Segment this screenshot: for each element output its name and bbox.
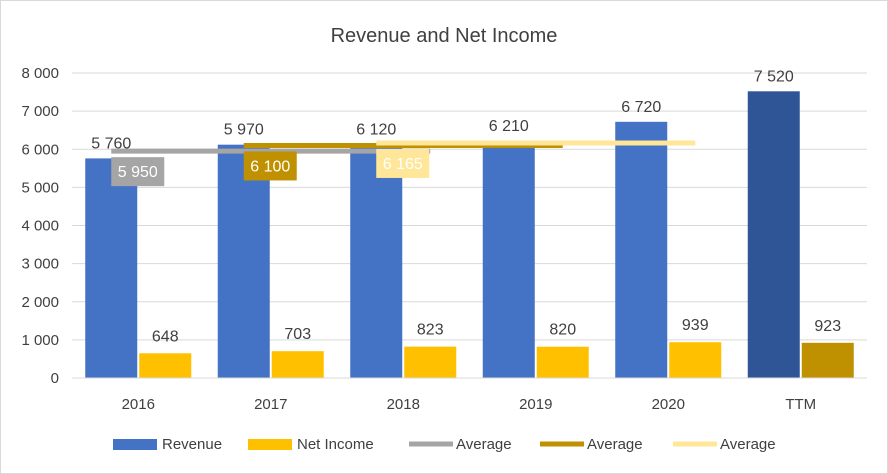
legend-label: Revenue (162, 436, 222, 453)
average-value-label: 6 165 (383, 156, 423, 173)
average-label-box (111, 157, 165, 187)
net-income-bar (404, 346, 457, 378)
x-axis: 2016 2017 2018 2019 2020 TTM (72, 377, 867, 413)
revenue-value-label: 6 720 (621, 99, 661, 116)
y-tick-label: 4 000 (21, 218, 59, 235)
legend: Revenue Net Income Average Average Average (113, 436, 776, 453)
revenue-value-label: 5 970 (224, 122, 264, 139)
x-tick-label: TTM (785, 396, 816, 413)
legend-label: Average (456, 436, 512, 453)
net-income-value-label: 820 (549, 322, 576, 339)
average-label-box (243, 151, 297, 181)
average-value-label: 5 950 (118, 164, 158, 181)
net-income-value-label: 923 (814, 318, 841, 335)
legend-label: Average (720, 436, 776, 453)
revenue-value-label: 6 210 (489, 118, 529, 135)
y-axis: 0 1 000 2 000 3 000 4 000 5 000 6 000 7 000 8 00… (21, 65, 59, 387)
net-income-bar (271, 351, 324, 378)
revenue-bar (615, 121, 668, 379)
net-income-bar (536, 346, 589, 378)
legend-label: Average (587, 436, 643, 453)
y-tick-label: 1 000 (21, 332, 59, 349)
chart-title: Revenue and Net Income (331, 25, 558, 47)
legend-swatch (113, 439, 157, 450)
revenue-bar (85, 158, 138, 378)
net-income-value-label: 648 (152, 328, 179, 345)
revenue-bar (217, 144, 270, 378)
y-tick-label: 7 000 (21, 103, 59, 120)
y-tick-label: 3 000 (21, 256, 59, 273)
legend-swatch (248, 439, 292, 450)
y-tick-label: 2 000 (21, 294, 59, 311)
x-tick-label: 2017 (254, 396, 287, 413)
revenue-bar (482, 141, 535, 378)
revenue-value-label: 6 120 (356, 122, 396, 139)
net-income-bar (139, 353, 192, 378)
revenue-value-label: 7 520 (754, 68, 794, 85)
revenue-value-label: 5 760 (91, 135, 131, 152)
average-value-label: 6 100 (250, 158, 290, 175)
net-income-value-label: 823 (417, 322, 444, 339)
x-tick-label: 2016 (122, 396, 155, 413)
y-tick-label: 8 000 (21, 65, 59, 82)
net-income-value-label: 939 (682, 317, 709, 334)
x-tick-label: 2019 (519, 396, 552, 413)
net-income-bar (801, 342, 854, 378)
revenue-bar (747, 91, 800, 379)
legend-label: Net Income (297, 436, 374, 453)
y-tick-label: 5 000 (21, 179, 59, 196)
bars (85, 91, 854, 379)
net-income-bar (669, 342, 722, 378)
data-labels: 5 760 648 5 970 703 6 120 823 6 210 820 6 720 939… (91, 68, 841, 345)
y-tick-label: 6 000 (21, 141, 59, 158)
net-income-value-label: 703 (284, 326, 311, 343)
revenue-bar (350, 144, 403, 378)
x-tick-label: 2018 (387, 396, 420, 413)
average-lines: 5 950 6 100 6 165 (111, 140, 696, 187)
y-tick-label: 0 (51, 370, 59, 387)
x-tick-label: 2020 (652, 396, 685, 413)
average-label-box (376, 148, 430, 178)
